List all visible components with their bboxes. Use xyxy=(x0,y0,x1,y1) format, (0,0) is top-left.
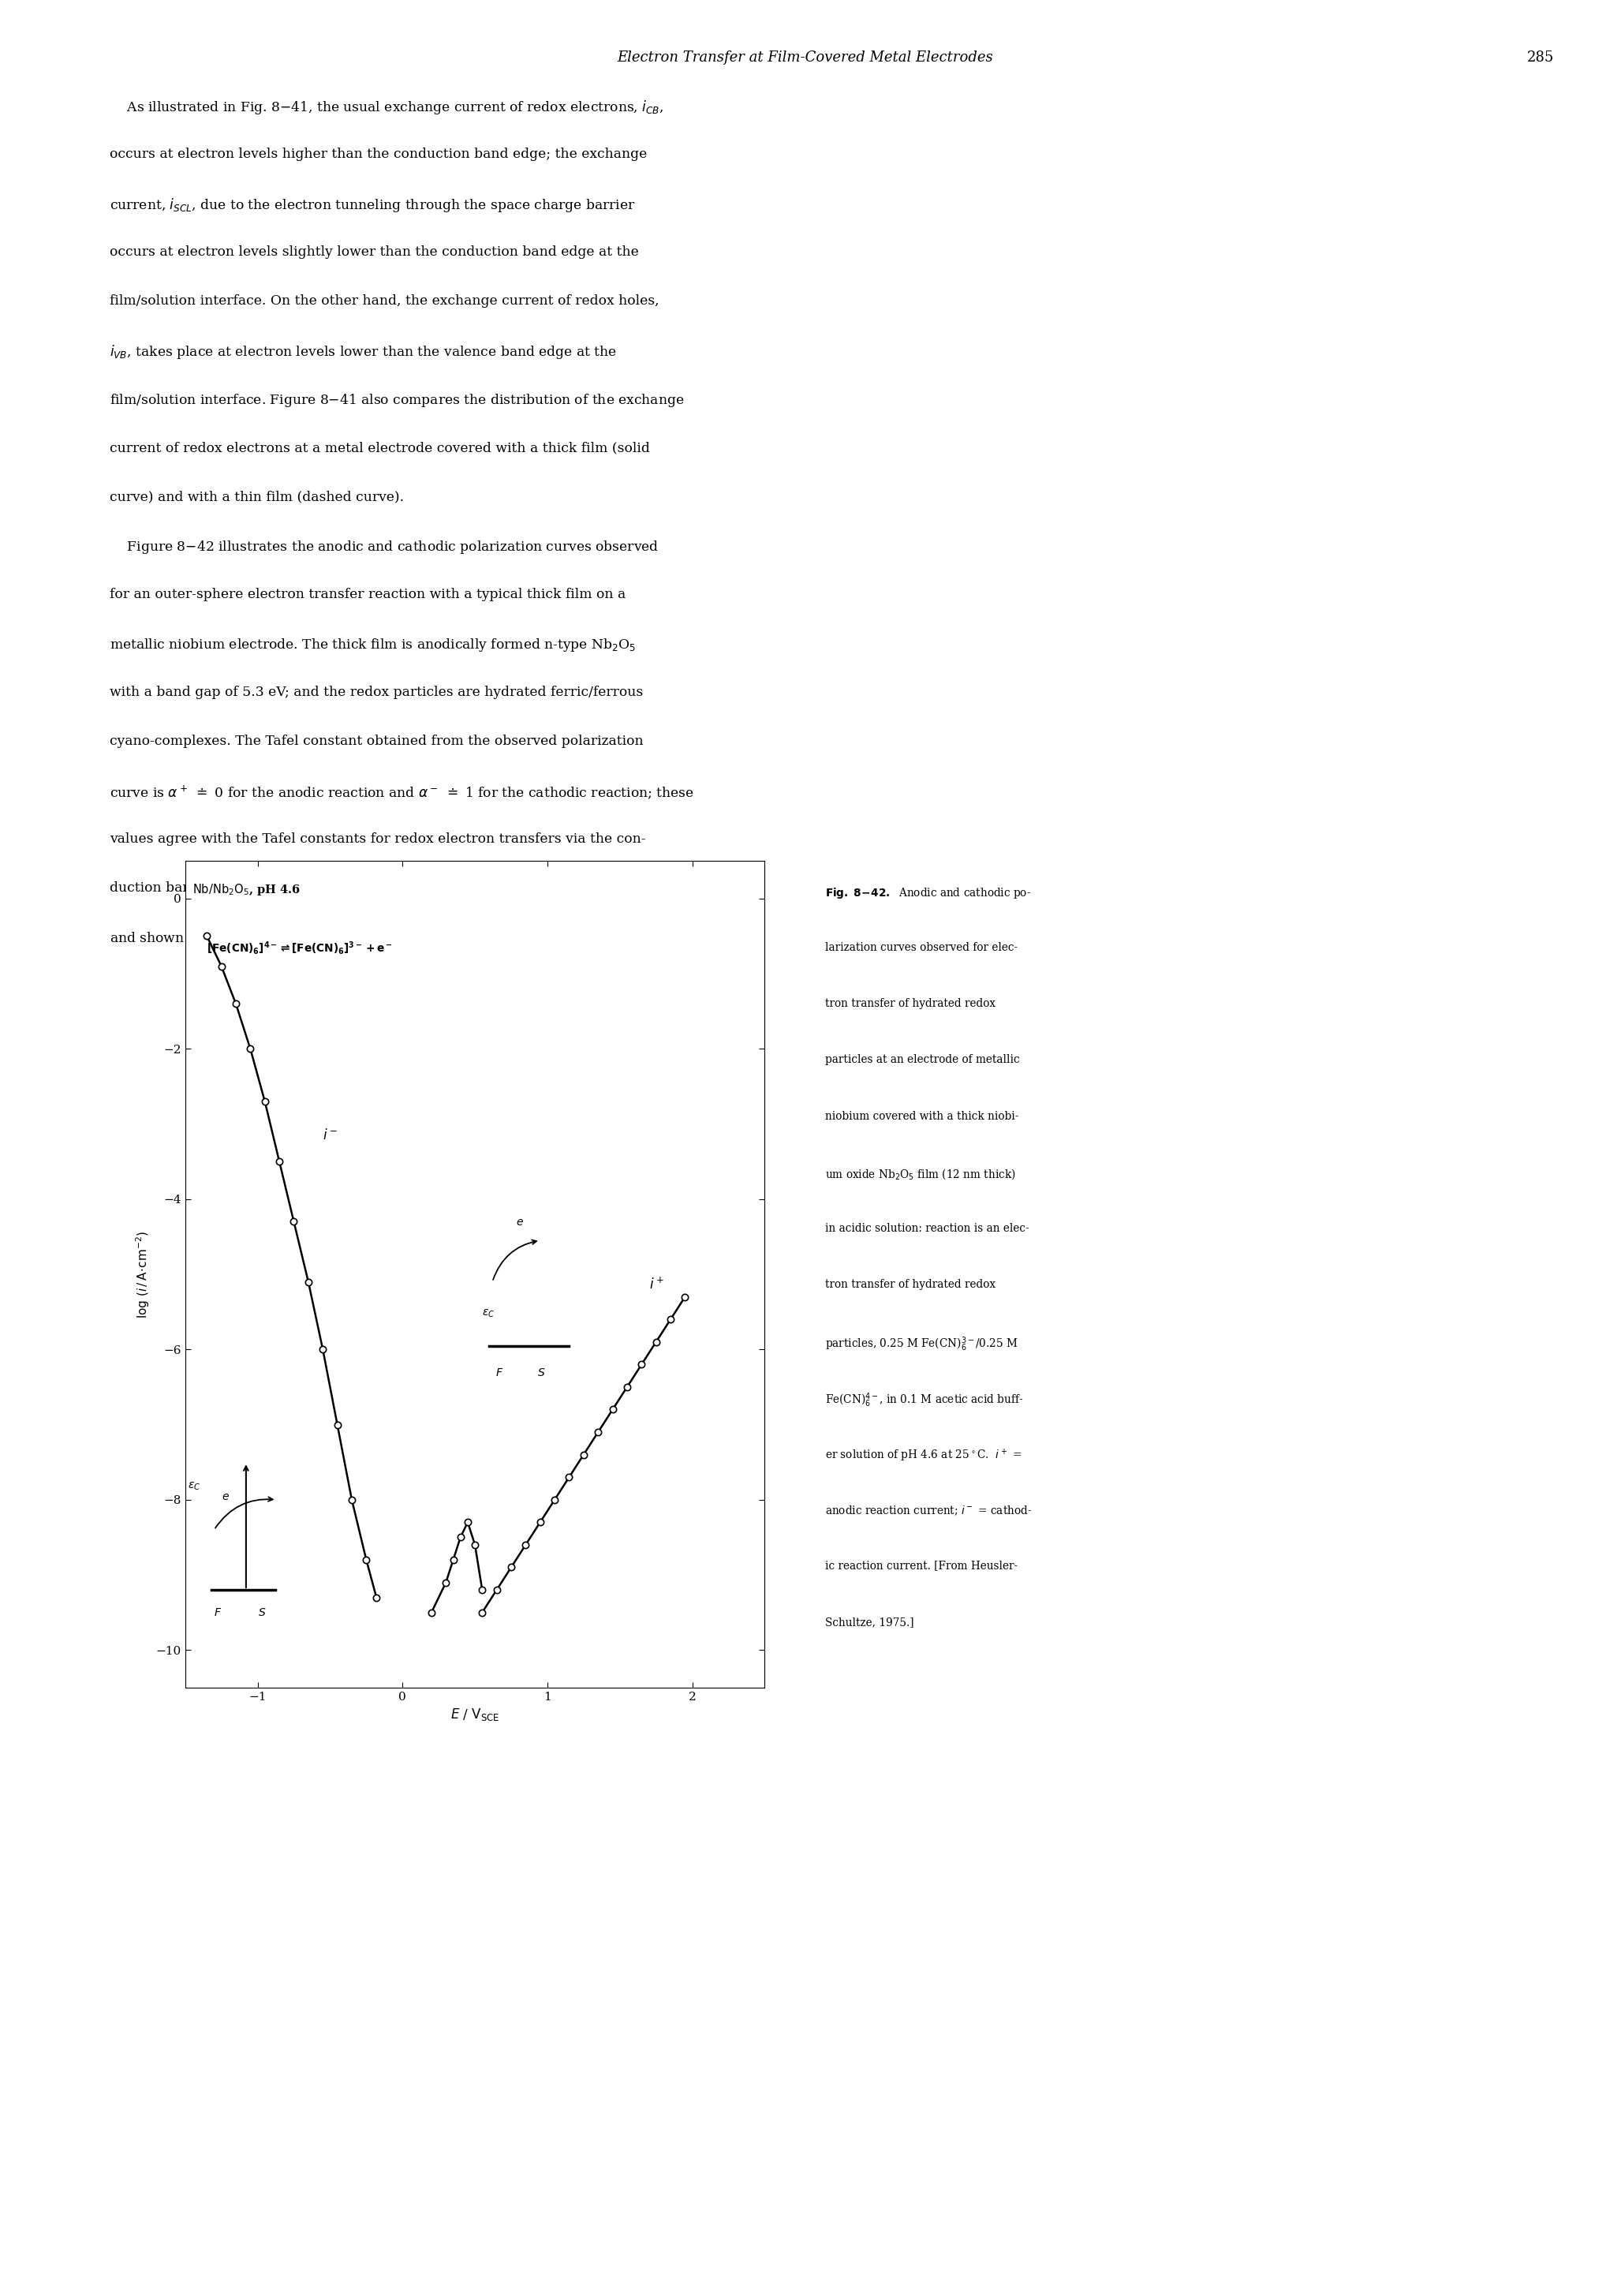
Text: duction band of n-type semiconductor electrodes already described in Sec. 8.3.2: duction band of n-type semiconductor ele… xyxy=(109,882,663,895)
Text: for an outer-sphere electron transfer reaction with a typical thick film on a: for an outer-sphere electron transfer re… xyxy=(109,588,626,602)
Text: occurs at electron levels slightly lower than the conduction band edge at the: occurs at electron levels slightly lower… xyxy=(109,246,639,259)
Text: with a band gap of 5.3 eV; and the redox particles are hydrated ferric/ferrous: with a band gap of 5.3 eV; and the redox… xyxy=(109,687,642,698)
Text: in acidic solution: reaction is an elec-: in acidic solution: reaction is an elec- xyxy=(826,1224,1029,1233)
Text: particles, 0.25 M Fe(CN)$_6^{3-}$/0.25 M: particles, 0.25 M Fe(CN)$_6^{3-}$/0.25 M xyxy=(826,1336,1018,1352)
Text: larization curves observed for elec-: larization curves observed for elec- xyxy=(826,941,1018,953)
Text: $\mathrm{Nb/Nb_2O_5}$, pH 4.6: $\mathrm{Nb/Nb_2O_5}$, pH 4.6 xyxy=(193,882,301,898)
Text: ic reaction current. [From Heusler-: ic reaction current. [From Heusler- xyxy=(826,1561,1018,1570)
Text: $F$: $F$ xyxy=(214,1607,222,1619)
Text: current of redox electrons at a metal electrode covered with a thick film (solid: current of redox electrons at a metal el… xyxy=(109,441,650,455)
Text: $S$: $S$ xyxy=(538,1366,546,1378)
Text: $\varepsilon_C$: $\varepsilon_C$ xyxy=(483,1309,494,1320)
Text: As illustrated in Fig. 8$-$41, the usual exchange current of redox electrons, $i: As illustrated in Fig. 8$-$41, the usual… xyxy=(109,99,663,117)
Text: metallic niobium electrode. The thick film is anodically formed n-type Nb$_2$O$_: metallic niobium electrode. The thick fi… xyxy=(109,636,636,654)
Text: um oxide Nb$_2$O$_5$ film (12 nm thick): um oxide Nb$_2$O$_5$ film (12 nm thick) xyxy=(826,1166,1016,1180)
Text: $i^-$: $i^-$ xyxy=(322,1127,338,1141)
Text: er solution of pH 4.6 at 25$^\circ$C.  $i^+$ =: er solution of pH 4.6 at 25$^\circ$C. $i… xyxy=(826,1449,1022,1465)
Text: $\mathbf{[Fe(CN)_6]^{4-} \rightleftharpoons [Fe(CN)_6]^{3-} + e^-}$: $\mathbf{[Fe(CN)_6]^{4-} \rightleftharpo… xyxy=(206,939,393,957)
Text: Figure 8$-$42 illustrates the anodic and cathodic polarization curves observed: Figure 8$-$42 illustrates the anodic and… xyxy=(109,540,658,556)
Text: and shown in Fig. 8$-$27.: and shown in Fig. 8$-$27. xyxy=(109,930,277,946)
Y-axis label: $\log\,(i\,/\,\mathrm{A\!\cdot\!cm^{-2}})$: $\log\,(i\,/\,\mathrm{A\!\cdot\!cm^{-2}}… xyxy=(134,1231,151,1318)
Text: $\varepsilon_C$: $\varepsilon_C$ xyxy=(188,1481,201,1492)
Text: film/solution interface. On the other hand, the exchange current of redox holes,: film/solution interface. On the other ha… xyxy=(109,294,658,308)
Text: niobium covered with a thick niobi-: niobium covered with a thick niobi- xyxy=(826,1111,1019,1123)
Text: $e$: $e$ xyxy=(515,1217,523,1228)
Text: 285: 285 xyxy=(1526,51,1554,64)
Text: particles at an electrode of metallic: particles at an electrode of metallic xyxy=(826,1054,1019,1065)
Text: values agree with the Tafel constants for redox electron transfers via the con-: values agree with the Tafel constants fo… xyxy=(109,833,646,845)
Text: tron transfer of hydrated redox: tron transfer of hydrated redox xyxy=(826,999,995,1010)
Text: $e$: $e$ xyxy=(222,1490,229,1502)
Text: current, $i_{SCL}$, due to the electron tunneling through the space charge barri: current, $i_{SCL}$, due to the electron … xyxy=(109,197,636,214)
Text: $\mathbf{Fig.\ 8\!-\!42.}$  Anodic and cathodic po-: $\mathbf{Fig.\ 8\!-\!42.}$ Anodic and ca… xyxy=(826,886,1032,900)
Text: $F$: $F$ xyxy=(496,1366,504,1378)
Text: curve is $\alpha^+$ $\doteq$ 0 for the anodic reaction and $\alpha^-$ $\doteq$ 1: curve is $\alpha^+$ $\doteq$ 0 for the a… xyxy=(109,783,694,801)
Text: $i^+$: $i^+$ xyxy=(649,1277,663,1293)
Text: Fe(CN)$_6^{4-}$, in 0.1 M acetic acid buff-: Fe(CN)$_6^{4-}$, in 0.1 M acetic acid bu… xyxy=(826,1391,1024,1410)
Text: cyano-complexes. The Tafel constant obtained from the observed polarization: cyano-complexes. The Tafel constant obta… xyxy=(109,735,644,748)
Text: Schultze, 1975.]: Schultze, 1975.] xyxy=(826,1616,914,1628)
Text: $i_{VB}$, takes place at electron levels lower than the valence band edge at the: $i_{VB}$, takes place at electron levels… xyxy=(109,342,617,360)
Text: anodic reaction current; $i^-$ = cathod-: anodic reaction current; $i^-$ = cathod- xyxy=(826,1504,1032,1518)
Text: film/solution interface. Figure 8$-$41 also compares the distribution of the exc: film/solution interface. Figure 8$-$41 a… xyxy=(109,393,684,409)
Text: tron transfer of hydrated redox: tron transfer of hydrated redox xyxy=(826,1279,995,1290)
Text: curve) and with a thin film (dashed curve).: curve) and with a thin film (dashed curv… xyxy=(109,489,404,503)
Text: occurs at electron levels higher than the conduction band edge; the exchange: occurs at electron levels higher than th… xyxy=(109,147,647,161)
X-axis label: $E$ / $\mathrm{V_{SCE}}$: $E$ / $\mathrm{V_{SCE}}$ xyxy=(451,1706,499,1722)
Text: Electron Transfer at Film-Covered Metal Electrodes: Electron Transfer at Film-Covered Metal … xyxy=(617,51,993,64)
Text: $S$: $S$ xyxy=(258,1607,266,1619)
